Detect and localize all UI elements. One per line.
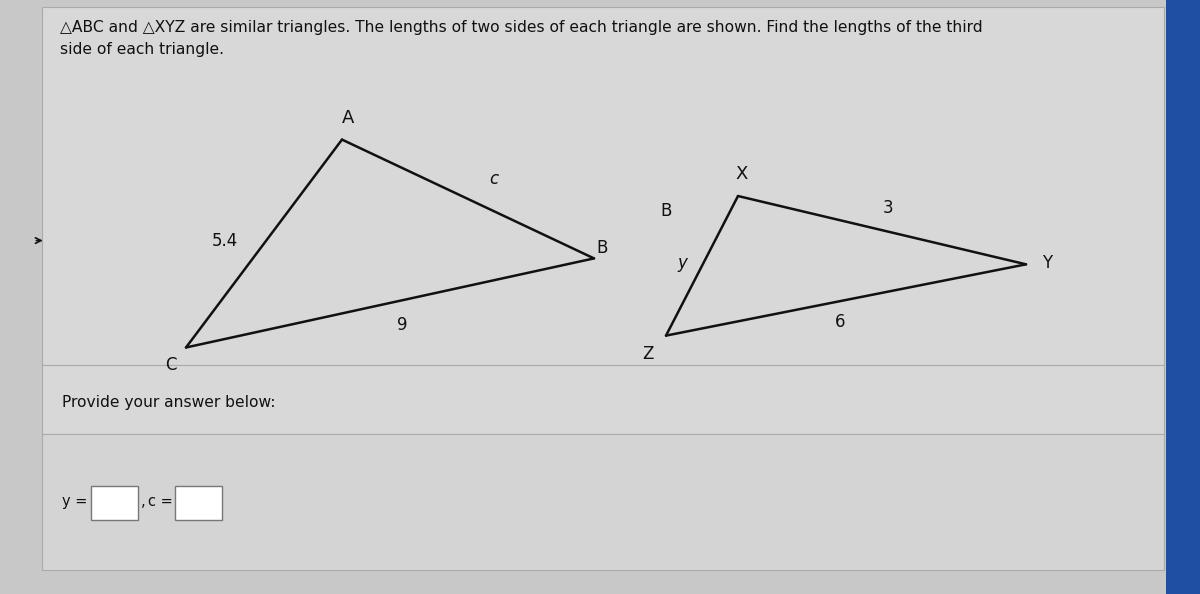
Text: B: B (596, 239, 607, 257)
Text: c =: c = (148, 494, 173, 510)
Text: B: B (661, 202, 672, 220)
Bar (42, 365, 1164, 434)
Text: side of each triangle.: side of each triangle. (60, 42, 224, 56)
Text: X: X (736, 165, 748, 183)
Text: y =: y = (62, 494, 88, 510)
Bar (42, 434, 1164, 570)
FancyBboxPatch shape (91, 486, 138, 520)
Text: Provide your answer below:: Provide your answer below: (62, 395, 276, 410)
Text: 6: 6 (835, 313, 845, 331)
Text: 9: 9 (397, 316, 407, 334)
Bar (1166, 0, 1200, 594)
Text: 5.4: 5.4 (211, 232, 238, 249)
Text: ,: , (140, 494, 145, 510)
Text: △ABC and △XYZ are similar triangles. The lengths of two sides of each triangle a: △ABC and △XYZ are similar triangles. The… (60, 20, 983, 34)
Text: C: C (164, 356, 176, 374)
Text: y: y (678, 254, 688, 272)
Text: Z: Z (643, 345, 654, 362)
Text: A: A (342, 109, 354, 127)
Text: 3: 3 (883, 199, 893, 217)
Text: Y: Y (1042, 254, 1051, 272)
Text: c: c (490, 170, 499, 188)
Bar (42, 7, 1164, 365)
FancyBboxPatch shape (175, 486, 222, 520)
